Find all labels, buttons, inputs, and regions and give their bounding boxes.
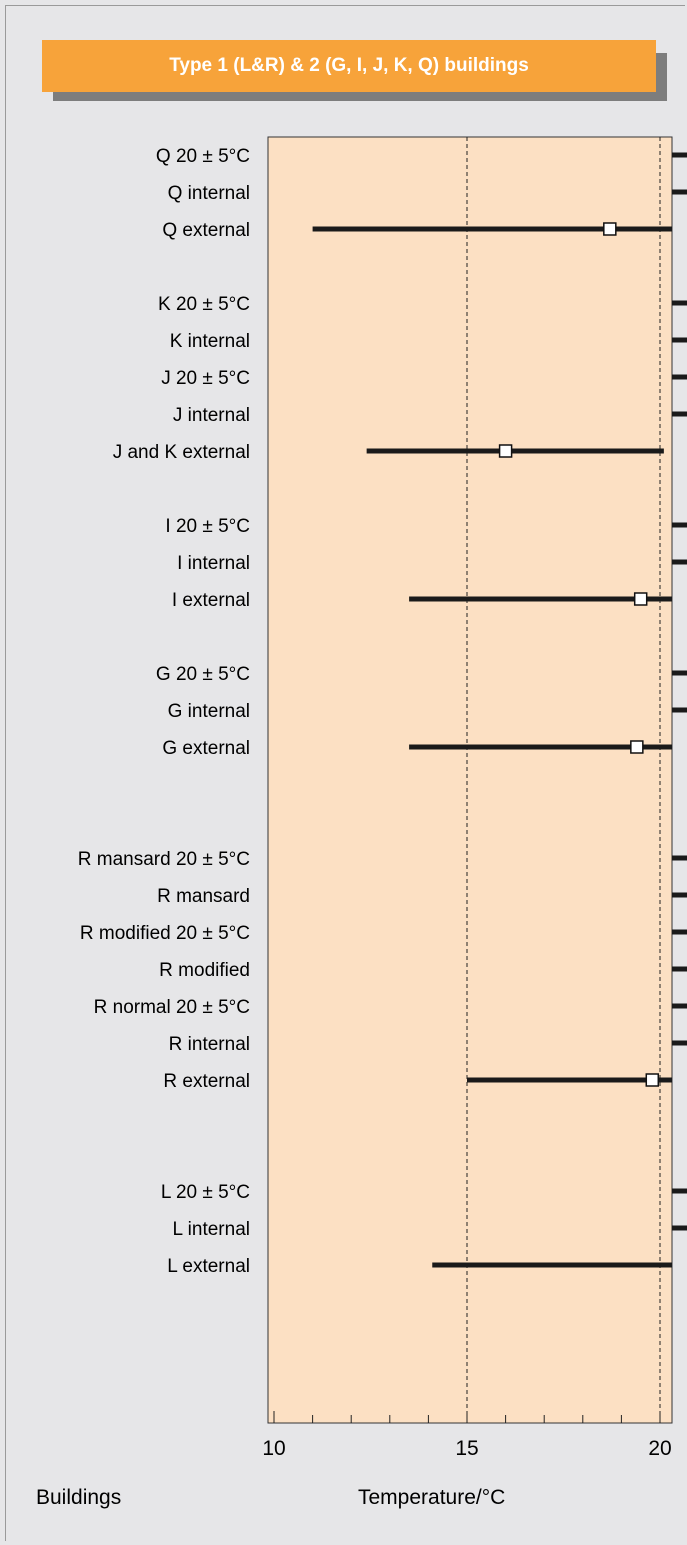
row-label: I external (172, 590, 250, 611)
row-label: R modified (159, 960, 250, 981)
mean-marker (603, 222, 617, 236)
row-label: Q internal (168, 183, 250, 204)
row-label: I 20 ± 5°C (165, 516, 250, 537)
row-label: R mansard (157, 886, 250, 907)
row-label: R modified 20 ± 5°C (80, 923, 250, 944)
chart-title-banner: Type 1 (L&R) & 2 (G, I, J, K, Q) buildin… (42, 40, 656, 92)
row-label: R external (163, 1071, 250, 1092)
row-label: K 20 ± 5°C (158, 294, 250, 315)
row-label: J and K external (113, 442, 250, 463)
row-label: J 20 ± 5°C (161, 368, 250, 389)
figure-frame (5, 5, 685, 1541)
row-label: Q external (162, 220, 250, 241)
row-label: J internal (173, 405, 250, 426)
row-label: G internal (168, 701, 250, 722)
mean-marker (645, 1073, 660, 1087)
mean-marker (498, 444, 513, 458)
row-label: L external (167, 1256, 250, 1277)
row-label: R internal (169, 1034, 250, 1055)
mean-marker (633, 592, 648, 606)
row-label: G external (162, 738, 250, 759)
row-label: R mansard 20 ± 5°C (78, 849, 250, 870)
row-label: R normal 20 ± 5°C (94, 997, 250, 1018)
row-label: L 20 ± 5°C (161, 1182, 250, 1203)
x-tick-label: 10 (262, 1437, 285, 1460)
x-axis-title: Temperature/°C (358, 1486, 506, 1509)
row-label: G 20 ± 5°C (156, 664, 250, 685)
y-axis-title: Buildings (36, 1486, 122, 1509)
row-label: I internal (177, 553, 250, 574)
row-label: K internal (170, 331, 250, 352)
x-tick-label: 15 (455, 1437, 478, 1460)
plot-area (267, 136, 673, 1424)
row-label: Q 20 ± 5°C (156, 146, 250, 167)
mean-marker (630, 740, 644, 754)
row-label: L internal (173, 1219, 250, 1240)
x-tick-label: 20 (648, 1437, 671, 1460)
